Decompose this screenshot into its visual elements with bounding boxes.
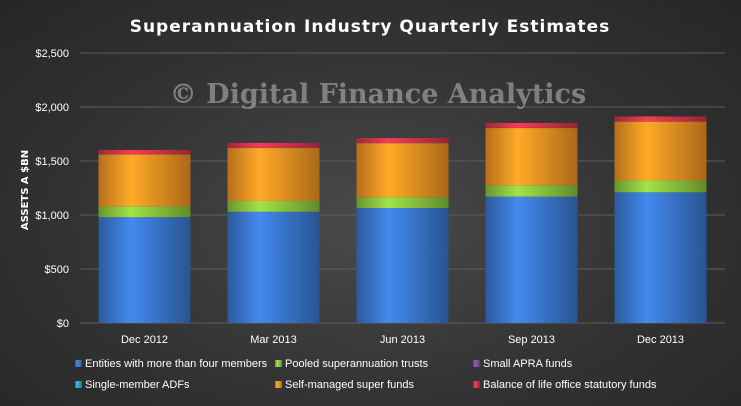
x-axis-ticks: Dec 2012 Mar 2013 Jun 2013 Sep 2013 Dec 2013 bbox=[121, 334, 684, 346]
bar-segment bbox=[227, 148, 320, 201]
bar-segment bbox=[485, 128, 578, 186]
watermark-text: © Digital Finance Analytics bbox=[170, 79, 586, 110]
bar-segment bbox=[356, 138, 449, 143]
bar-segment bbox=[614, 121, 707, 181]
bar-segment bbox=[356, 207, 449, 323]
bar-segment bbox=[614, 192, 707, 323]
legend-entry: Small APRA funds bbox=[483, 358, 573, 370]
y-axis-label: ASSETS A $BN bbox=[20, 150, 31, 230]
y-tick-label: $2,000 bbox=[35, 102, 69, 114]
bar-segment bbox=[356, 143, 449, 198]
y-tick-label: $1,000 bbox=[35, 210, 69, 222]
legend-swatch bbox=[75, 360, 82, 367]
legend-entry: Single-member ADFs bbox=[85, 379, 190, 391]
y-tick-label: $1,500 bbox=[35, 156, 69, 168]
bar-segment bbox=[485, 196, 578, 323]
y-tick-label: $0 bbox=[57, 318, 69, 330]
bars bbox=[98, 116, 707, 323]
bar-segment bbox=[227, 142, 320, 148]
legend-swatch bbox=[473, 381, 480, 388]
y-tick-label: $2,500 bbox=[35, 48, 69, 60]
x-tick-label: Sep 2013 bbox=[508, 334, 555, 346]
legend-entry: Entities with more than four members bbox=[85, 358, 268, 370]
bar-segment bbox=[98, 154, 191, 207]
x-tick-label: Dec 2013 bbox=[637, 334, 684, 346]
bar-segment bbox=[614, 180, 707, 193]
chart-title: Superannuation Industry Quarterly Estima… bbox=[130, 17, 611, 37]
legend-swatch bbox=[473, 360, 480, 367]
bar-segment bbox=[485, 185, 578, 197]
bar-segment bbox=[98, 217, 191, 323]
bar-segment bbox=[98, 206, 191, 218]
bar-segment bbox=[227, 200, 320, 212]
x-tick-label: Dec 2012 bbox=[121, 334, 168, 346]
bar-segment bbox=[485, 122, 578, 128]
bar-segment bbox=[614, 116, 707, 122]
legend-entry: Self-managed super funds bbox=[285, 379, 415, 391]
bar-segment bbox=[227, 211, 320, 323]
legend-swatch bbox=[75, 381, 82, 388]
x-tick-label: Jun 2013 bbox=[380, 334, 425, 346]
y-axis-ticks: $0 $500 $1,000 $1,500 $2,000 $2,500 bbox=[35, 48, 69, 330]
legend: Entities with more than four members Pool… bbox=[75, 358, 657, 391]
legend-entry: Pooled superannuation trusts bbox=[285, 358, 429, 370]
bar-segment bbox=[98, 149, 191, 155]
legend-swatch bbox=[275, 360, 282, 367]
bar-segment bbox=[356, 197, 449, 208]
legend-entry: Balance of life office statutory funds bbox=[483, 379, 657, 391]
x-tick-label: Mar 2013 bbox=[250, 334, 296, 346]
y-tick-label: $500 bbox=[45, 264, 69, 276]
legend-swatch bbox=[275, 381, 282, 388]
